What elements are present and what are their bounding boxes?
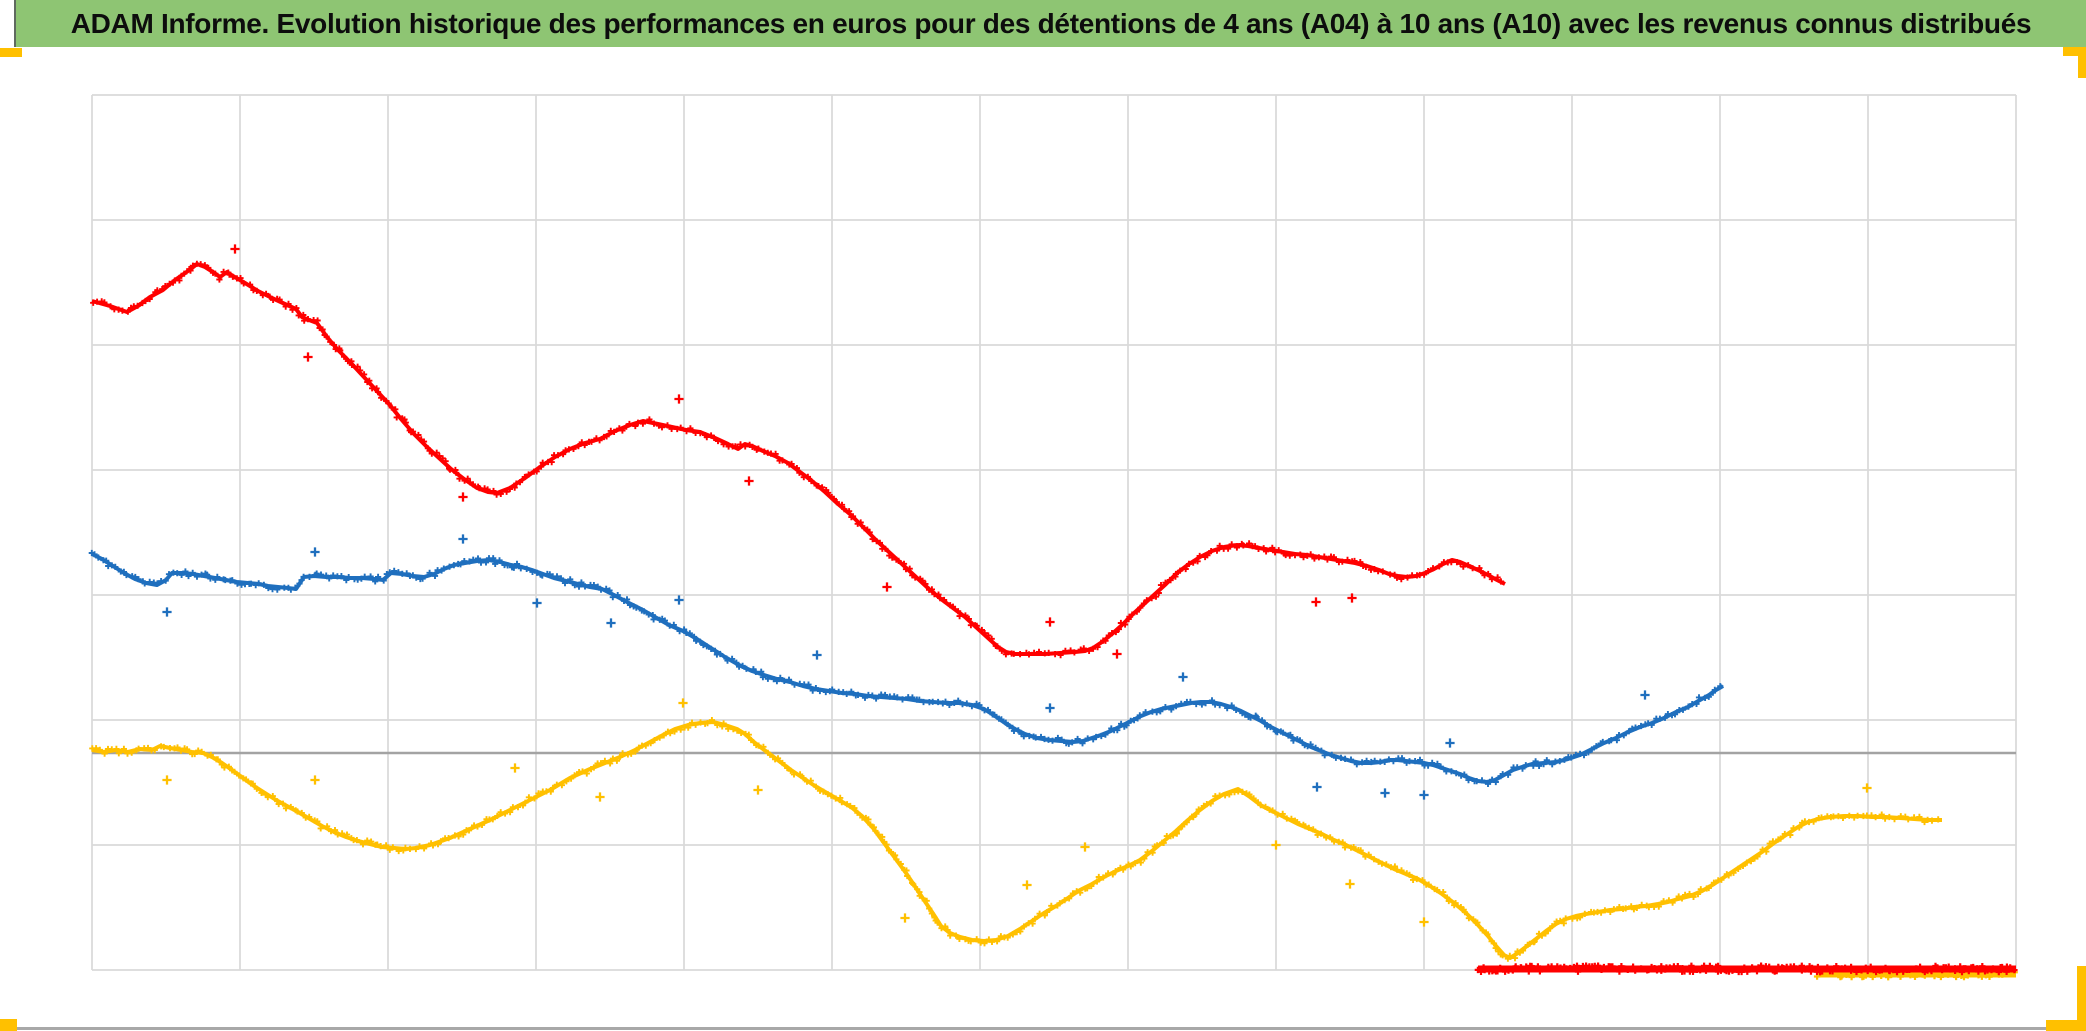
corner-handle-bottom-right-vertical xyxy=(2077,966,2086,1031)
series-red-outlier-markers xyxy=(230,244,1357,659)
corner-handle-top-right-horizontal xyxy=(2063,47,2086,56)
accent-mark-top-left xyxy=(0,48,22,57)
series-blue xyxy=(88,534,1724,800)
series-red xyxy=(90,244,1506,659)
bottom-divider xyxy=(0,1027,2086,1030)
chart-title: ADAM Informe. Evolution historique des p… xyxy=(70,7,2032,39)
series-red-bottom-band xyxy=(1474,962,2018,976)
series-yellow xyxy=(89,698,1942,962)
accent-mark-bottom-left xyxy=(0,1019,17,1031)
series-blue-outlier-markers xyxy=(162,534,1650,800)
corner-handle-bottom-right-horizontal xyxy=(2046,1020,2086,1031)
corner-handle-top-right-vertical xyxy=(2078,47,2086,78)
series-yellow-outlier-markers xyxy=(162,698,1872,927)
chart-gridlines xyxy=(91,94,2017,971)
chart-title-bar: ADAM Informe. Evolution historique des p… xyxy=(14,0,2086,47)
